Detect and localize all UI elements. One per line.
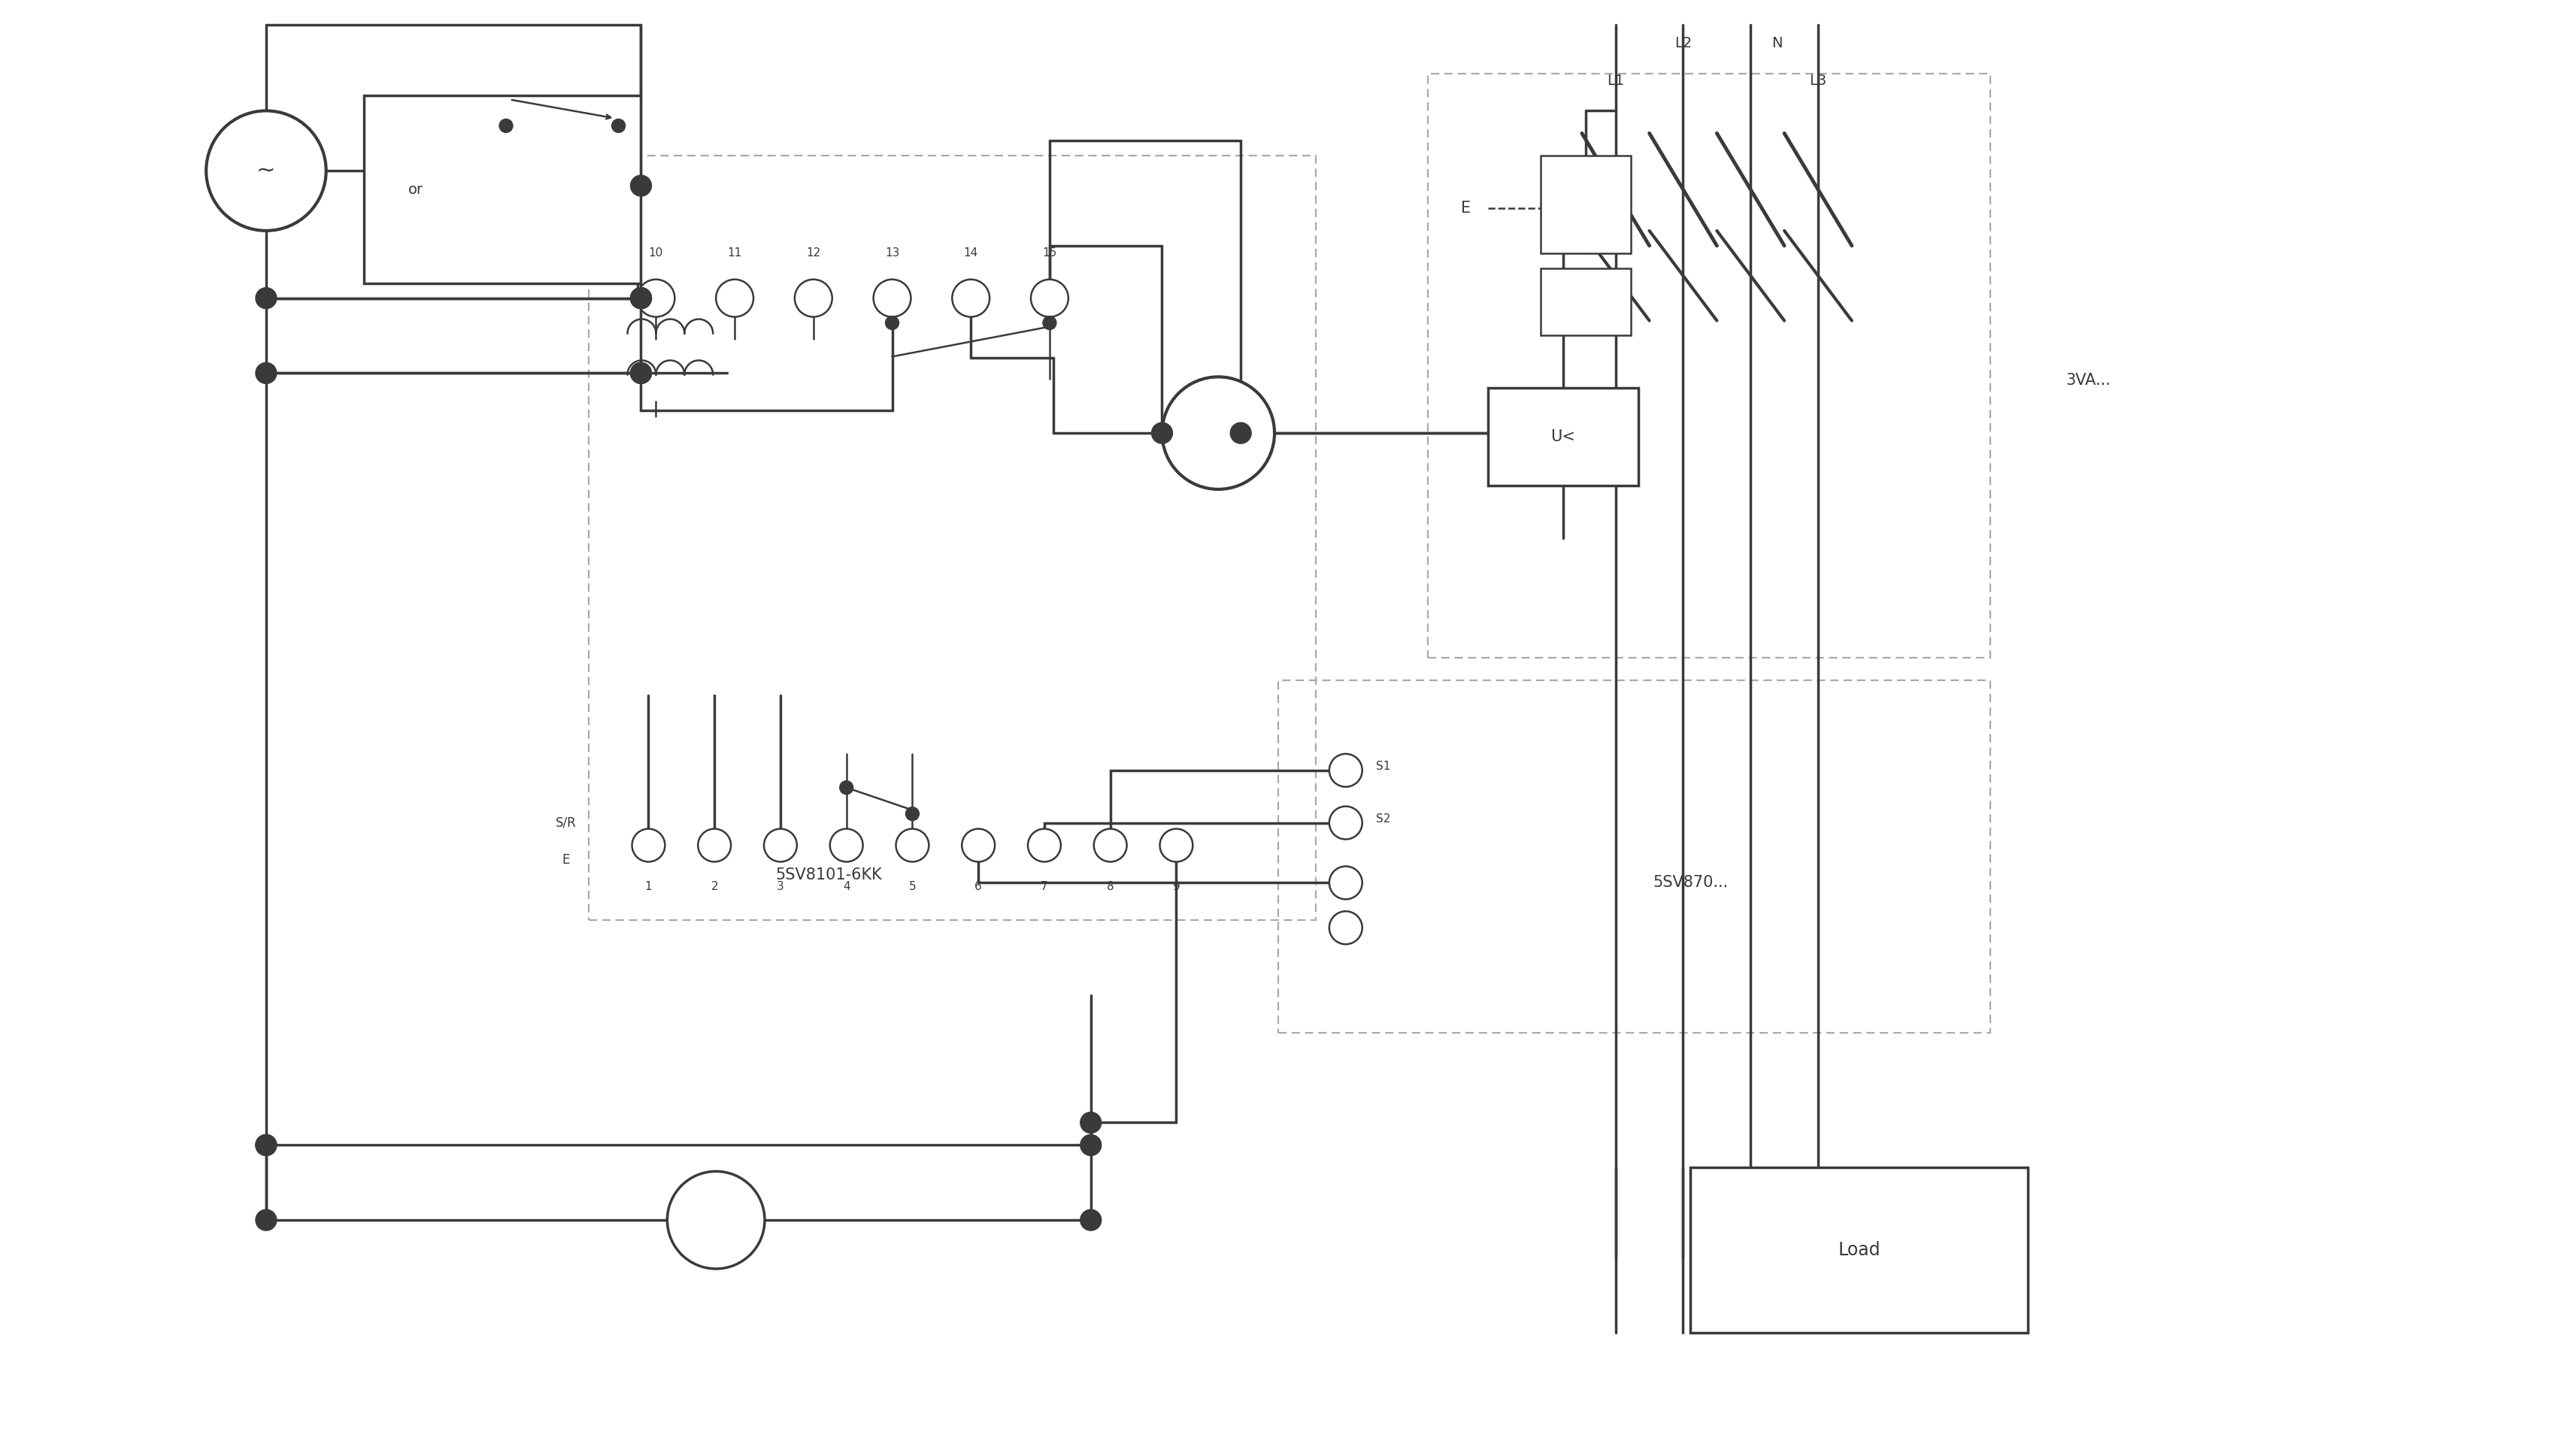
Circle shape [1030,279,1069,317]
Circle shape [255,363,276,383]
Circle shape [698,829,732,862]
Circle shape [1231,423,1252,444]
Circle shape [206,111,327,230]
Circle shape [1329,912,1363,945]
Circle shape [765,829,796,862]
Text: 7: 7 [1041,881,1048,893]
Text: or: or [410,182,422,197]
Circle shape [631,288,652,308]
Bar [1690,1168,2027,1333]
Text: 1: 1 [644,881,652,893]
Circle shape [716,279,752,317]
Circle shape [631,829,665,862]
Circle shape [631,363,652,383]
Text: 6: 6 [974,881,981,893]
Circle shape [1028,829,1061,862]
Circle shape [255,1210,276,1230]
Text: S1: S1 [1376,761,1391,773]
Text: 15: 15 [1043,247,1056,259]
Text: 2: 2 [711,881,719,893]
Text: 5SV8101-6KK: 5SV8101-6KK [775,868,881,883]
Circle shape [961,829,994,862]
Text: 3: 3 [778,881,783,893]
Circle shape [1095,829,1126,862]
Text: 8: 8 [1108,881,1113,893]
Circle shape [1079,1113,1103,1133]
Circle shape [873,279,912,317]
Circle shape [1079,1210,1103,1230]
Circle shape [886,315,899,330]
Text: L3: L3 [1808,74,1826,88]
Text: U<: U< [1551,430,1577,444]
Circle shape [907,807,920,820]
Text: ~: ~ [258,159,276,182]
Circle shape [1329,806,1363,839]
Circle shape [896,829,930,862]
Bar [1540,156,1631,253]
Text: E: E [562,854,569,867]
Circle shape [793,279,832,317]
Text: S/R: S/R [556,816,577,829]
Text: 14: 14 [963,247,979,259]
Bar [1427,74,1991,658]
Circle shape [255,288,276,308]
Circle shape [829,829,863,862]
Circle shape [1162,376,1275,489]
Text: E: E [1461,201,1471,216]
Circle shape [631,288,652,308]
Text: 4: 4 [842,881,850,893]
Circle shape [840,781,853,794]
Circle shape [667,1171,765,1269]
Circle shape [631,288,652,308]
Circle shape [611,119,626,133]
Text: L2: L2 [1674,36,1692,51]
Circle shape [255,1134,276,1156]
Circle shape [1043,315,1056,330]
Circle shape [631,363,652,383]
Circle shape [636,279,675,317]
Text: 9: 9 [1172,881,1180,893]
Text: 5SV870...: 5SV870... [1654,875,1728,890]
Circle shape [500,119,513,133]
Text: Load: Load [1839,1242,1880,1259]
Text: 5: 5 [909,881,917,893]
Text: N: N [1772,36,1783,51]
Bar [1489,388,1638,486]
Circle shape [1329,754,1363,787]
Text: 10: 10 [649,247,662,259]
Text: 13: 13 [886,247,899,259]
Circle shape [1151,423,1172,444]
Circle shape [631,175,652,197]
Bar [587,156,1316,920]
Bar [1278,680,1991,1033]
Text: 11: 11 [726,247,742,259]
Circle shape [1079,1134,1103,1156]
Bar [1540,268,1631,336]
Text: S2: S2 [1376,813,1391,825]
Text: 12: 12 [806,247,822,259]
Text: 3VA...: 3VA... [2066,373,2110,388]
Text: L1: L1 [1607,74,1625,88]
Bar [363,96,641,284]
Circle shape [953,279,989,317]
Circle shape [1159,829,1193,862]
Circle shape [1329,867,1363,899]
Circle shape [255,1134,276,1156]
